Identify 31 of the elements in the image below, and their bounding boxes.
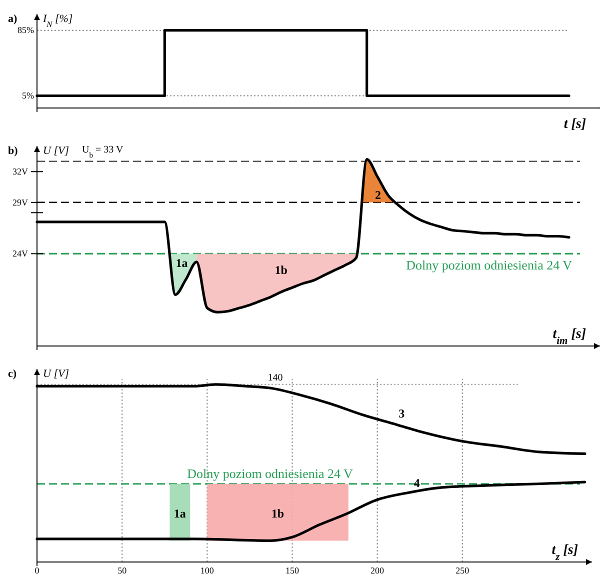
x-axis-title: t$_{im}$ [s] bbox=[552, 327, 586, 346]
chart-title: a) bbox=[8, 13, 18, 25]
y-tick-label: 24V bbox=[12, 248, 28, 259]
x-tick-label: 0 bbox=[34, 565, 40, 575]
x-tick-label: 250 bbox=[456, 565, 470, 575]
y-tick-label: 85% bbox=[18, 25, 34, 36]
x-axis-title: t$_{z}$ [s] bbox=[552, 543, 578, 562]
x-axis-title: t [s] bbox=[564, 117, 586, 132]
annotation: 2 bbox=[375, 188, 382, 202]
y-axis-title: U [V] bbox=[43, 145, 69, 157]
x-tick-label: 200 bbox=[370, 565, 385, 575]
series-label: 3 bbox=[398, 406, 405, 421]
ref-line-label: Dolny poziom odniesienia 24 V bbox=[406, 258, 573, 273]
chart-title: c) bbox=[8, 368, 17, 380]
annotation: 1a bbox=[176, 256, 188, 270]
annotation: 140 bbox=[268, 372, 283, 384]
y-axis-title: I$_{N}$ [%] bbox=[42, 13, 73, 28]
band-label: 1a bbox=[174, 506, 186, 520]
annotation: 1b bbox=[274, 263, 288, 278]
band-label: 1b bbox=[271, 506, 284, 520]
y-tick-label: 32V bbox=[12, 166, 28, 177]
y-axis-title: U [V] bbox=[43, 368, 69, 380]
ref-line-label: U$_{b}$ = 33 V bbox=[82, 144, 124, 159]
x-tick-label: 100 bbox=[200, 565, 214, 575]
ref-line-label: Dolny poziom odniesienia 24 V bbox=[187, 466, 354, 481]
x-tick-label: 50 bbox=[118, 565, 128, 575]
chart-title: b) bbox=[8, 145, 18, 157]
y-tick-label: 29V bbox=[12, 197, 28, 208]
y-tick-label: 5% bbox=[22, 90, 34, 101]
series-label: 4 bbox=[414, 476, 420, 490]
x-tick-label: 150 bbox=[285, 565, 300, 575]
